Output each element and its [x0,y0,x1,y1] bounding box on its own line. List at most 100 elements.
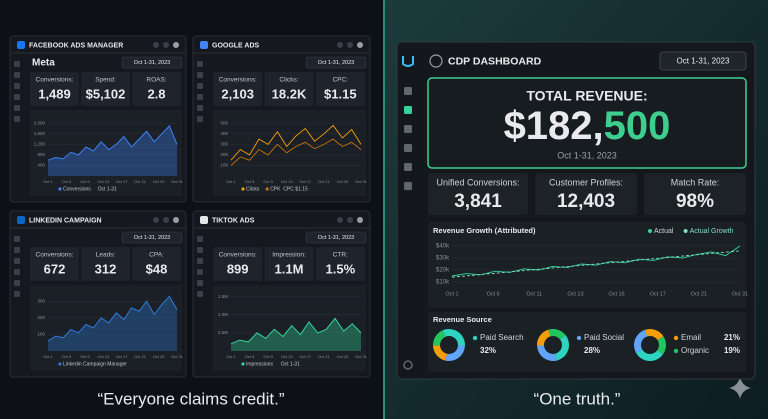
x-tick-label: Oct 17 [116,179,129,184]
cdp-app-logo [402,56,414,67]
sidebar-icon [14,236,20,242]
y-tick-label: 1.5M [218,294,228,299]
x-tick-label: Oct 1 [226,354,236,359]
settings-icon [403,360,413,370]
x-tick-label: Oct 11 [526,291,542,297]
sidebar-icon [197,61,203,67]
kpi-value: 1,489 [38,86,71,101]
legend-swatch [472,335,478,341]
sidebar-icon [197,105,203,111]
kpi-card [315,72,365,106]
date: Oct 1-31, 2023 [134,60,170,66]
kpi-card [81,72,130,106]
kpi-value: 1.5% [326,261,356,276]
total-label: TOTAL REVENUE: [526,88,647,104]
date: Oct 1-31, 2023 [134,235,170,241]
legend-swatch [58,362,62,366]
y-tick-label: 800 [37,152,45,157]
caption: “Everyone claims credit.” [97,389,284,408]
x-tick-label: Oct 17 [650,291,666,297]
line [451,250,741,278]
x-tick-label: Oct 5 [62,179,72,184]
line [230,124,362,161]
content: FACEBOOK ADS MANAGER Meta Oct 1-31, 2023 Co… [9,35,756,408]
kpi-card [428,173,528,215]
line [47,295,178,342]
legend-swatch [241,362,245,366]
source-value: 21% [724,333,740,342]
header-icon [337,42,343,48]
donut-segment [555,335,569,361]
sidebar-icon [404,125,412,133]
legend-label: Linkedin Campaign Manager [63,361,127,367]
kpi-label: Conversions: [219,77,257,84]
line [230,317,362,345]
kpi-card [535,173,637,215]
legend-swatch [265,187,269,191]
x-tick-label: Oct 16 [608,291,624,297]
x-tick-label: Oct 21 [691,291,707,297]
sidebar-icon [197,116,203,122]
y-tick-label: 100 [220,163,228,168]
source-value: 19% [724,346,740,355]
kpi-value: 899 [227,261,249,276]
kpi-label: ROAS: [146,77,166,84]
legend-swatch [241,187,245,191]
legend-swatch [673,335,679,341]
donut-segment [657,336,666,355]
sidebar-icon [197,269,203,275]
panel-title: FACEBOOK ADS MANAGER [29,42,123,49]
logo [200,41,208,49]
kpi-card [81,247,130,281]
x-tick-label: Oct 1 [43,354,53,359]
brand: Meta [32,58,55,69]
header-icon [357,42,363,48]
y-tick-label: 500 [220,120,228,125]
kpi-value: 672 [44,261,66,276]
kpi-value: 1.1M [275,261,304,276]
kpi-label: Unified Conversions: [436,177,519,187]
sidebar-icon [197,258,203,264]
legend-swatch [648,229,652,233]
kpi-label: Conversions: [36,77,74,84]
sidebar-icon [197,247,203,253]
growth-title: Revenue Growth (Attributed) [433,226,536,235]
sidebar-icon [404,144,412,152]
cdp-title: CDP DASHBOARD [448,55,542,67]
legend-swatch [683,229,688,233]
sidebar-icon [197,94,203,100]
donut-segment [634,329,648,353]
x-tick-label: Oct 13 [281,354,294,359]
date-pill [659,51,747,71]
total-value: $182,500 [504,104,671,148]
y-tick-label: $40k [436,244,450,250]
donut-segment [432,330,446,346]
date-pill [305,56,367,69]
kpi-card [30,247,79,281]
y-tick-label: 400 [220,131,228,136]
x-tick-label: Oct 25 [337,354,350,359]
y-tick-label: 1,600 [34,131,46,136]
sidebar-icon [404,182,412,190]
legend-swatch [576,335,582,341]
legend-swatch [58,187,62,191]
header-icon [163,217,169,223]
x-tick-label: Oct 1 [445,291,458,297]
date: Oct 1-31, 2023 [318,60,354,66]
line [47,125,178,161]
kpi-card [213,72,263,106]
source-value: 32% [480,346,496,355]
kpi-value: 18.2K [272,86,307,101]
x-tick-label: Oct 9 [80,179,90,184]
donut-segment [442,329,465,346]
x-tick-label: Oct 9 [263,354,273,359]
date-pill [121,231,183,244]
header-icon [337,217,343,223]
y-tick-label: $30k [436,256,450,262]
y-tick-label: 0.5M [218,330,228,335]
y-tick-label: 400 [37,163,45,168]
x-tick-label: Oct 17 [299,179,312,184]
legend-label: Impressions [246,361,273,367]
sidebar-icon [197,83,203,89]
area [48,125,177,176]
